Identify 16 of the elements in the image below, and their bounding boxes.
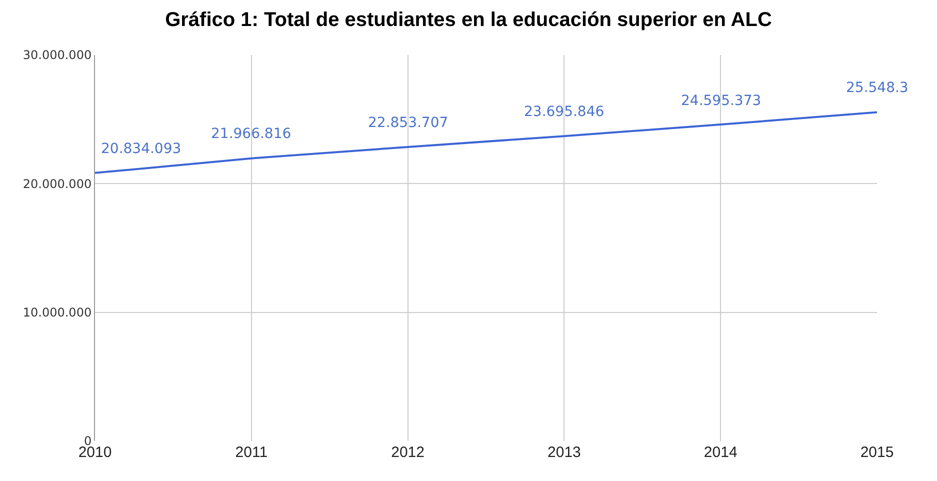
y-tick-label: 20.000.000 xyxy=(22,176,92,191)
chart-title: Gráfico 1: Total de estudiantes en la educación superior en ALC xyxy=(165,9,772,32)
x-tick-label: 2010 xyxy=(78,444,112,461)
y-tick-label: 10.000.000 xyxy=(22,306,92,320)
data-label: 21.966.816 xyxy=(211,126,292,142)
x-tick-label: 2011 xyxy=(235,444,268,461)
data-label: 22.853.707 xyxy=(368,115,448,131)
data-label: 23.695.846 xyxy=(524,104,604,120)
y-tick-label: 30.000.000 xyxy=(22,48,92,62)
x-tick-label: 2015 xyxy=(860,444,894,461)
data-label: 24.595.373 xyxy=(681,93,762,109)
x-tick-label: 2012 xyxy=(391,444,424,461)
data-label: 25.548.3 xyxy=(846,80,908,96)
x-tick-label: 2014 xyxy=(704,444,738,461)
data-label: 20.834.093 xyxy=(101,141,182,157)
x-tick-label: 2013 xyxy=(548,444,581,461)
